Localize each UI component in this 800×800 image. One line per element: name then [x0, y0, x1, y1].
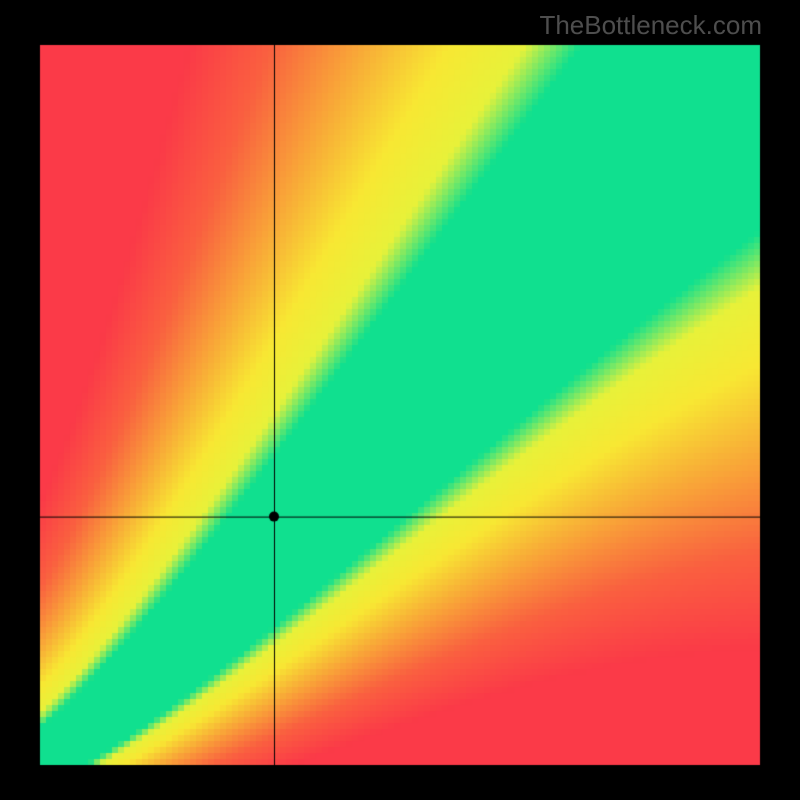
watermark-text: TheBottleneck.com [539, 10, 762, 41]
heatmap-plot [0, 0, 800, 800]
chart-container: TheBottleneck.com [0, 0, 800, 800]
